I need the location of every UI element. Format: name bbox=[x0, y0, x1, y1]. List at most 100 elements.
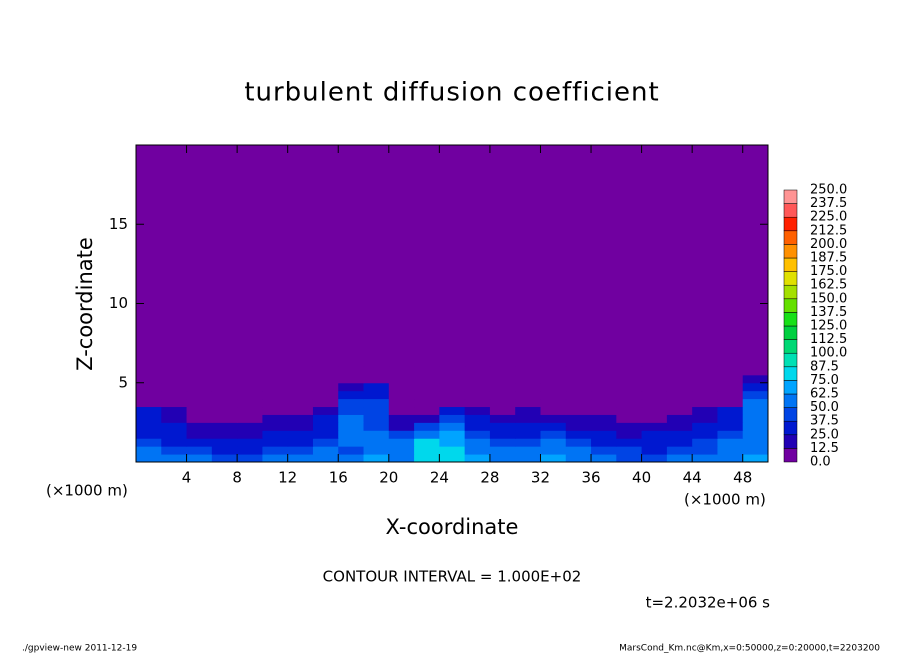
colorbar-box bbox=[783, 230, 798, 245]
contour-cell bbox=[388, 398, 415, 408]
colorbar-box bbox=[783, 244, 798, 259]
contour-interval: CONTOUR INTERVAL = 1.000E+02 bbox=[323, 568, 582, 586]
colorbar-box bbox=[783, 203, 798, 218]
contour-cell bbox=[666, 366, 693, 376]
contour-cell bbox=[742, 438, 769, 447]
contour-cell bbox=[616, 406, 643, 415]
x-tick-label: 32 bbox=[531, 469, 550, 487]
contour-cell bbox=[211, 398, 238, 408]
contour-cell bbox=[641, 390, 668, 400]
contour-cell bbox=[540, 366, 567, 376]
contour-cell bbox=[489, 446, 516, 455]
contour-cell bbox=[186, 382, 213, 392]
contour-cell bbox=[540, 430, 567, 439]
contour-cell bbox=[136, 438, 162, 447]
contour-cell bbox=[565, 374, 592, 384]
contour-cell bbox=[616, 382, 643, 392]
contour-cell bbox=[565, 366, 592, 376]
contour-cell bbox=[414, 390, 440, 400]
contour-cell bbox=[388, 430, 415, 439]
contour-cell bbox=[439, 390, 466, 400]
chart-title: turbulent diffusion coefficient bbox=[244, 78, 659, 108]
colorbar-label: 75.0 bbox=[810, 373, 839, 388]
contour-cell bbox=[237, 390, 263, 400]
contour-cell bbox=[464, 430, 491, 439]
contour-cell bbox=[591, 366, 617, 376]
contour-cell bbox=[616, 430, 643, 439]
contour-cell bbox=[489, 430, 516, 439]
colorbar-box bbox=[783, 434, 798, 449]
contour-cell bbox=[540, 374, 567, 384]
contour-cell bbox=[489, 398, 516, 408]
contour-cell bbox=[616, 414, 643, 423]
contour-cell bbox=[136, 398, 162, 408]
x-tick-label: 24 bbox=[430, 469, 449, 487]
contour-cell bbox=[641, 382, 668, 392]
contour-cell bbox=[742, 422, 769, 431]
contour-cell bbox=[338, 454, 365, 463]
contour-cell bbox=[464, 366, 491, 376]
contour-cell bbox=[388, 422, 415, 431]
contour-cell bbox=[287, 374, 314, 384]
contour-cell bbox=[717, 374, 744, 384]
contour-cell bbox=[489, 438, 516, 447]
contour-cell bbox=[363, 454, 390, 463]
contour-cell bbox=[439, 438, 466, 447]
contour-cell bbox=[414, 374, 440, 384]
colorbar-box bbox=[783, 366, 798, 381]
contour-cell bbox=[515, 414, 541, 423]
colorbar-label: 25.0 bbox=[810, 427, 839, 442]
contour-cell bbox=[414, 382, 440, 392]
contour-cell bbox=[742, 366, 769, 376]
colorbar-box bbox=[783, 325, 798, 340]
colorbar-label: 175.0 bbox=[810, 264, 847, 279]
contour-cell bbox=[540, 454, 567, 463]
contour-cell bbox=[262, 406, 289, 415]
contour-cell bbox=[287, 406, 314, 415]
contour-cell bbox=[312, 374, 339, 384]
contour-cell bbox=[186, 438, 213, 447]
contour-cell bbox=[237, 398, 263, 408]
contour-cell bbox=[515, 422, 541, 431]
colorbar-box bbox=[783, 407, 798, 422]
contour-cell bbox=[515, 438, 541, 447]
contour-cell bbox=[312, 390, 339, 400]
contour-cell bbox=[388, 454, 415, 463]
contour-cell bbox=[312, 438, 339, 447]
contour-cell bbox=[591, 430, 617, 439]
contour-cell bbox=[211, 382, 238, 392]
contour-cell bbox=[287, 398, 314, 408]
contour-cell bbox=[641, 422, 668, 431]
contour-cell bbox=[363, 438, 390, 447]
contour-cell bbox=[742, 390, 769, 400]
contour-cell bbox=[565, 414, 592, 423]
contour-cell bbox=[161, 414, 188, 423]
contour-cell bbox=[338, 374, 365, 384]
contour-cell bbox=[540, 398, 567, 408]
contour-cell bbox=[211, 454, 238, 463]
contour-cell bbox=[414, 398, 440, 408]
contour-cell bbox=[161, 398, 188, 408]
contour-cell bbox=[211, 430, 238, 439]
contour-cell bbox=[641, 414, 668, 423]
contour-cell bbox=[515, 366, 541, 376]
y-tick-label: 15 bbox=[109, 215, 128, 233]
contour-cell bbox=[591, 398, 617, 408]
contour-cell bbox=[186, 430, 213, 439]
contour-cell bbox=[287, 430, 314, 439]
contour-cell bbox=[211, 366, 238, 376]
contour-cell bbox=[161, 366, 188, 376]
contour-cell bbox=[186, 422, 213, 431]
contour-cell bbox=[565, 438, 592, 447]
footer-right: MarsCond_Km.nc@Km,x=0:50000,z=0:20000,t=… bbox=[619, 644, 880, 654]
contour-cell bbox=[540, 446, 567, 455]
x-tick-label: 20 bbox=[379, 469, 398, 487]
contour-cell bbox=[338, 406, 365, 415]
contour-cell bbox=[287, 438, 314, 447]
contour-cell bbox=[287, 382, 314, 392]
colorbar-label: 12.5 bbox=[810, 441, 839, 456]
x-tick-label: 40 bbox=[632, 469, 651, 487]
colorbar-box bbox=[783, 216, 798, 232]
contour-cell bbox=[742, 374, 769, 384]
contour-cell bbox=[237, 422, 263, 431]
